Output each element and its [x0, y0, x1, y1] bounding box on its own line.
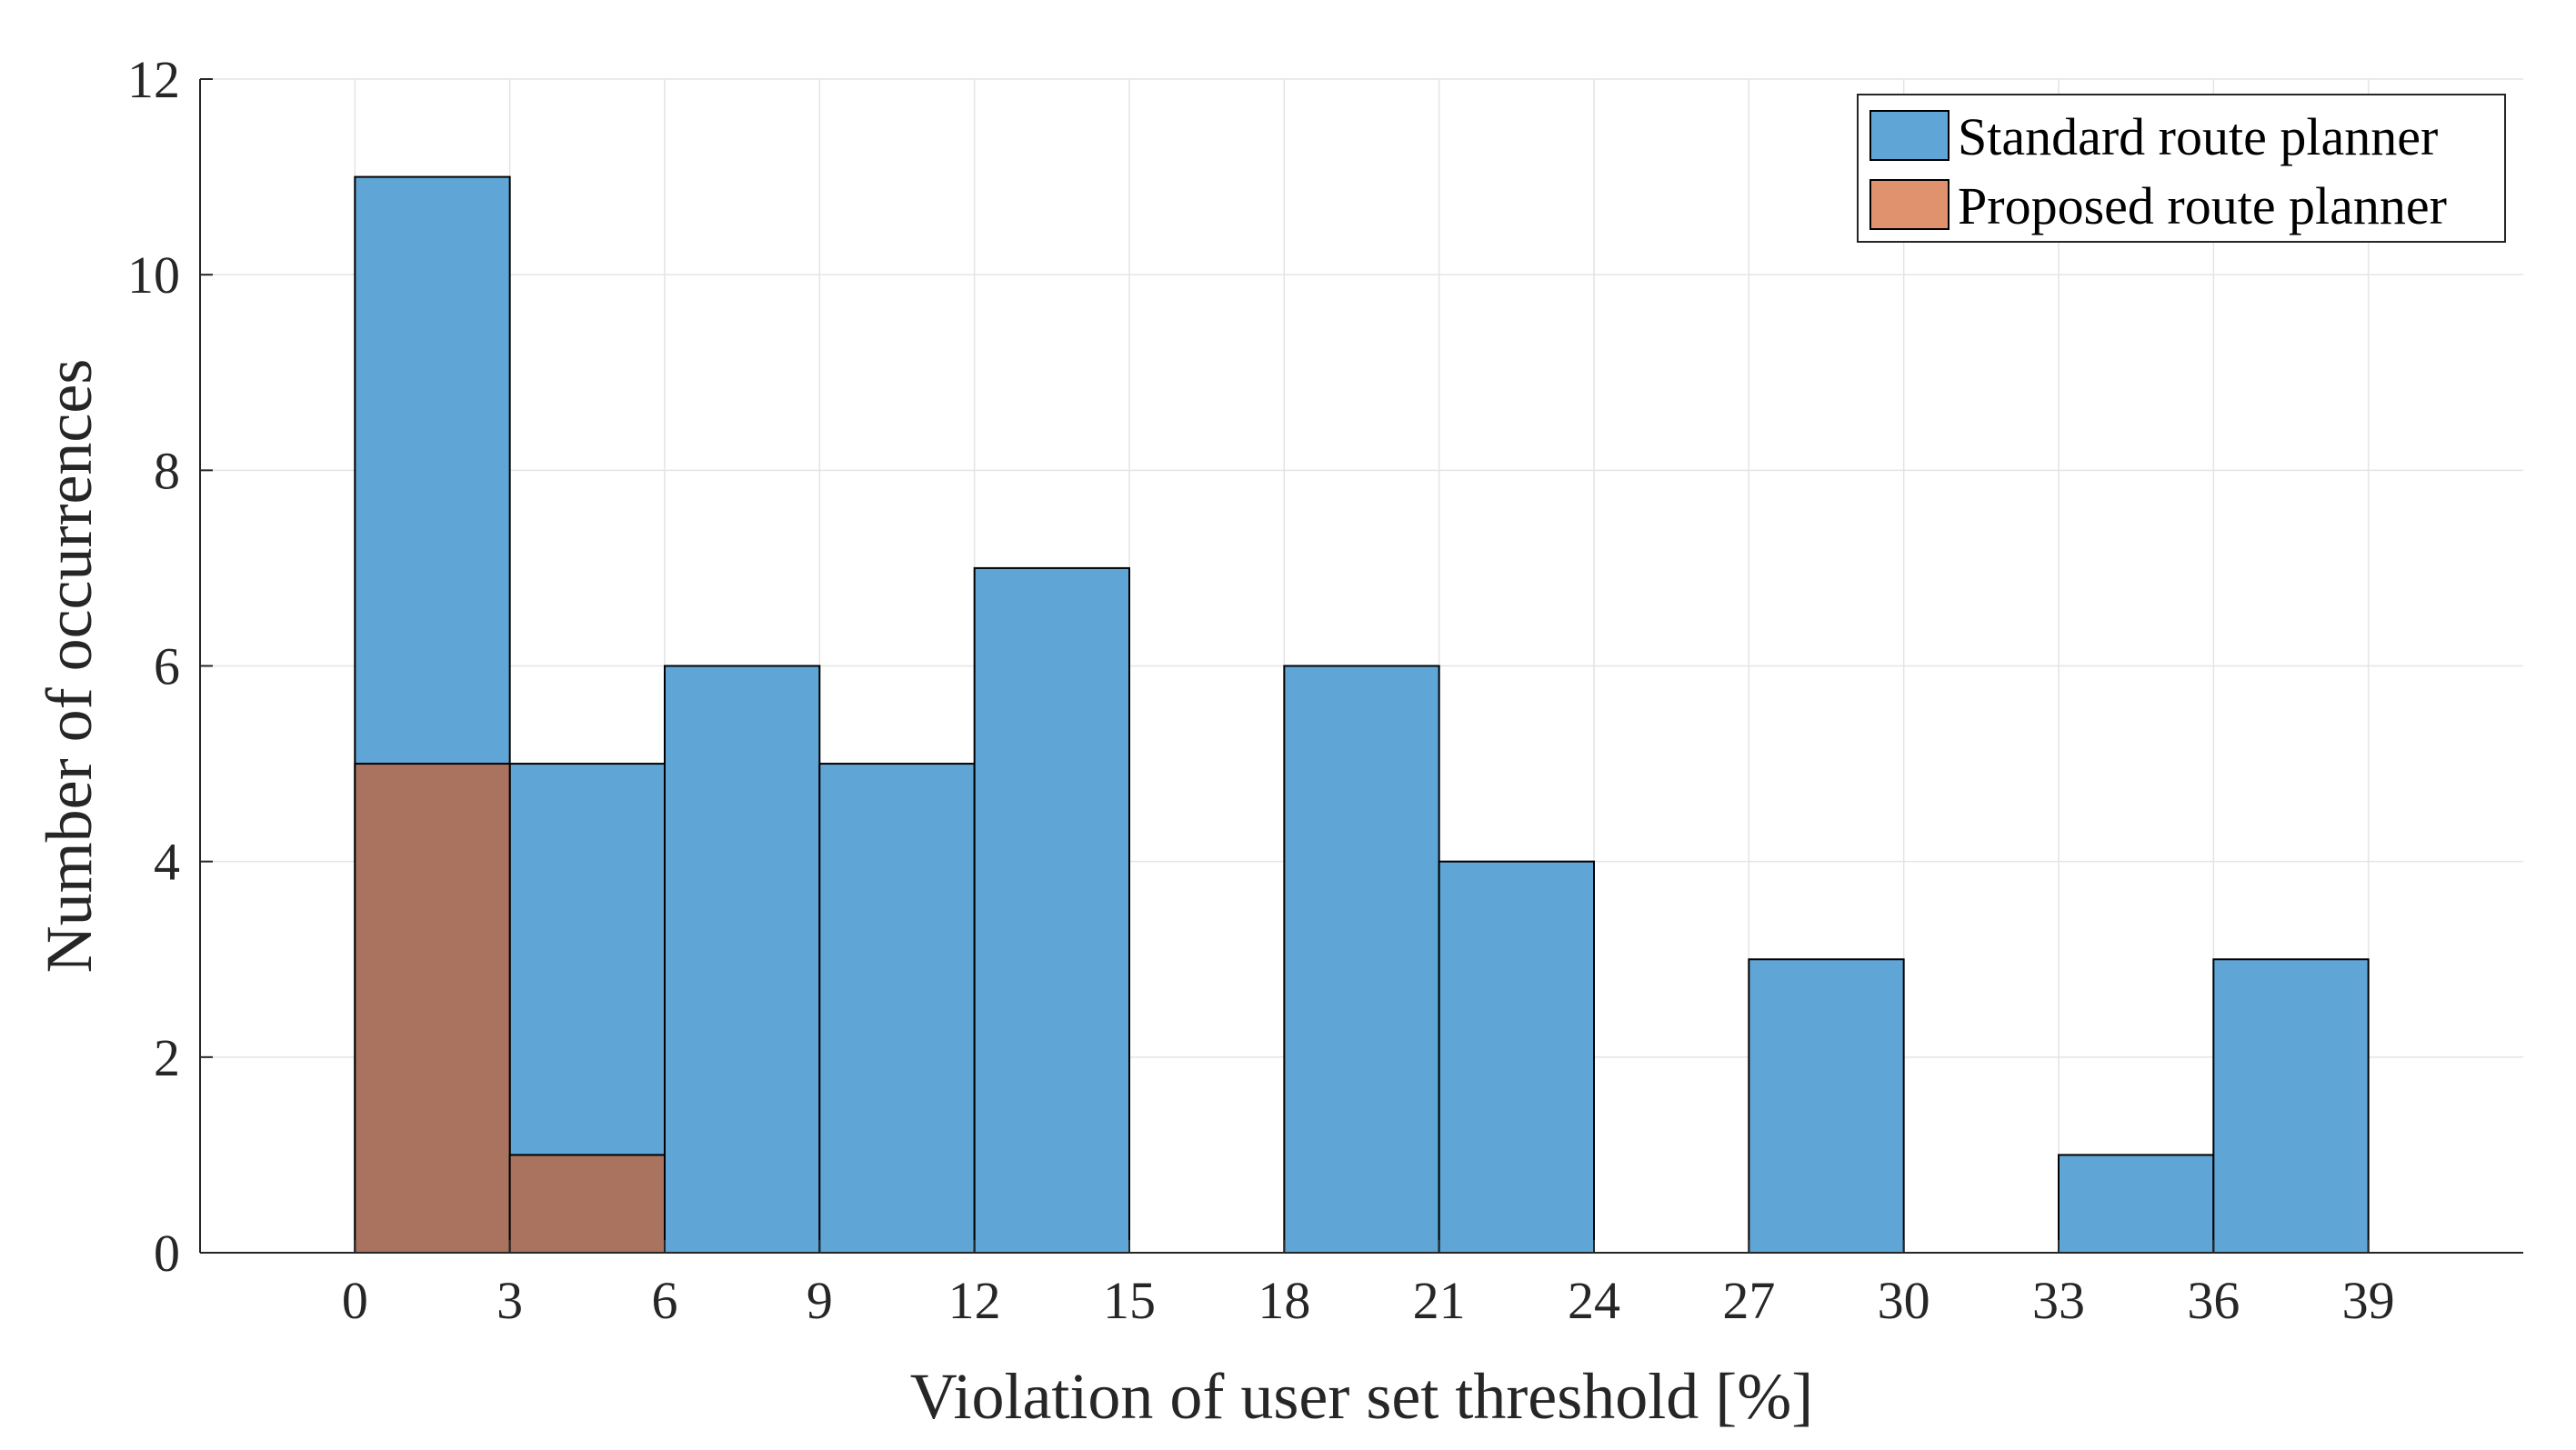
- bar-standard-9-12: [818, 763, 976, 1254]
- bar-proposed-3-6: [508, 1154, 667, 1254]
- bar-standard-6-9: [664, 665, 821, 1254]
- x-tick-label: 39: [2342, 1271, 2395, 1330]
- x-tick-label: 6: [652, 1271, 678, 1330]
- legend-label-proposed: Proposed route planner: [1958, 176, 2447, 235]
- x-tick-label: 36: [2187, 1271, 2240, 1330]
- bar-standard-36-39: [2212, 958, 2370, 1254]
- x-tick-label: 18: [1258, 1271, 1310, 1330]
- legend-swatch-standard: [1869, 110, 1950, 161]
- legend-label-standard: Standard route planner: [1958, 107, 2438, 166]
- y-tick-label: 2: [154, 1028, 180, 1087]
- x-tick-label: 3: [496, 1271, 523, 1330]
- bar-standard-21-24: [1438, 860, 1595, 1255]
- legend: Standard route planner Proposed route pl…: [1857, 94, 2506, 243]
- axes: [199, 78, 2523, 1254]
- y-tick-label: 10: [127, 245, 180, 305]
- x-tick-label: 0: [342, 1271, 368, 1330]
- bar-proposed-0-3: [354, 763, 511, 1254]
- x-axis-label: Violation of user set threshold [%]: [910, 1360, 1813, 1433]
- y-tick-label: 6: [154, 637, 180, 696]
- y-tick-label: 8: [154, 441, 180, 500]
- x-tick-label: 30: [1878, 1271, 1930, 1330]
- x-tick-label: 15: [1103, 1271, 1156, 1330]
- bar-standard-18-21: [1283, 665, 1440, 1254]
- y-axis-label: Number of occurrences: [33, 359, 105, 974]
- y-tick-label: 0: [154, 1224, 180, 1283]
- x-tick-label: 24: [1568, 1271, 1620, 1330]
- x-tick-labels: 0 3 6 9 12 15 18 21 24 27 30 33 36 39: [342, 1271, 2395, 1330]
- standard-series-bars: [354, 175, 2370, 1255]
- y-tick-label: 4: [154, 833, 180, 892]
- proposed-series-bars: [354, 763, 667, 1254]
- y-tick-labels: 0 2 4 6 8 10 12: [127, 50, 180, 1283]
- bar-standard-33-36: [2058, 1154, 2215, 1254]
- bar-standard-27-30: [1748, 958, 1905, 1254]
- x-tick-label: 33: [2032, 1271, 2085, 1330]
- y-tick-label: 12: [127, 50, 180, 109]
- x-tick-label: 27: [1722, 1271, 1775, 1330]
- x-tick-label: 21: [1413, 1271, 1466, 1330]
- x-tick-label: 9: [807, 1271, 833, 1330]
- legend-swatch-proposed: [1869, 179, 1950, 230]
- legend-box: [1857, 94, 2506, 243]
- x-tick-label: 12: [948, 1271, 1001, 1330]
- bar-standard-12-15: [973, 566, 1130, 1254]
